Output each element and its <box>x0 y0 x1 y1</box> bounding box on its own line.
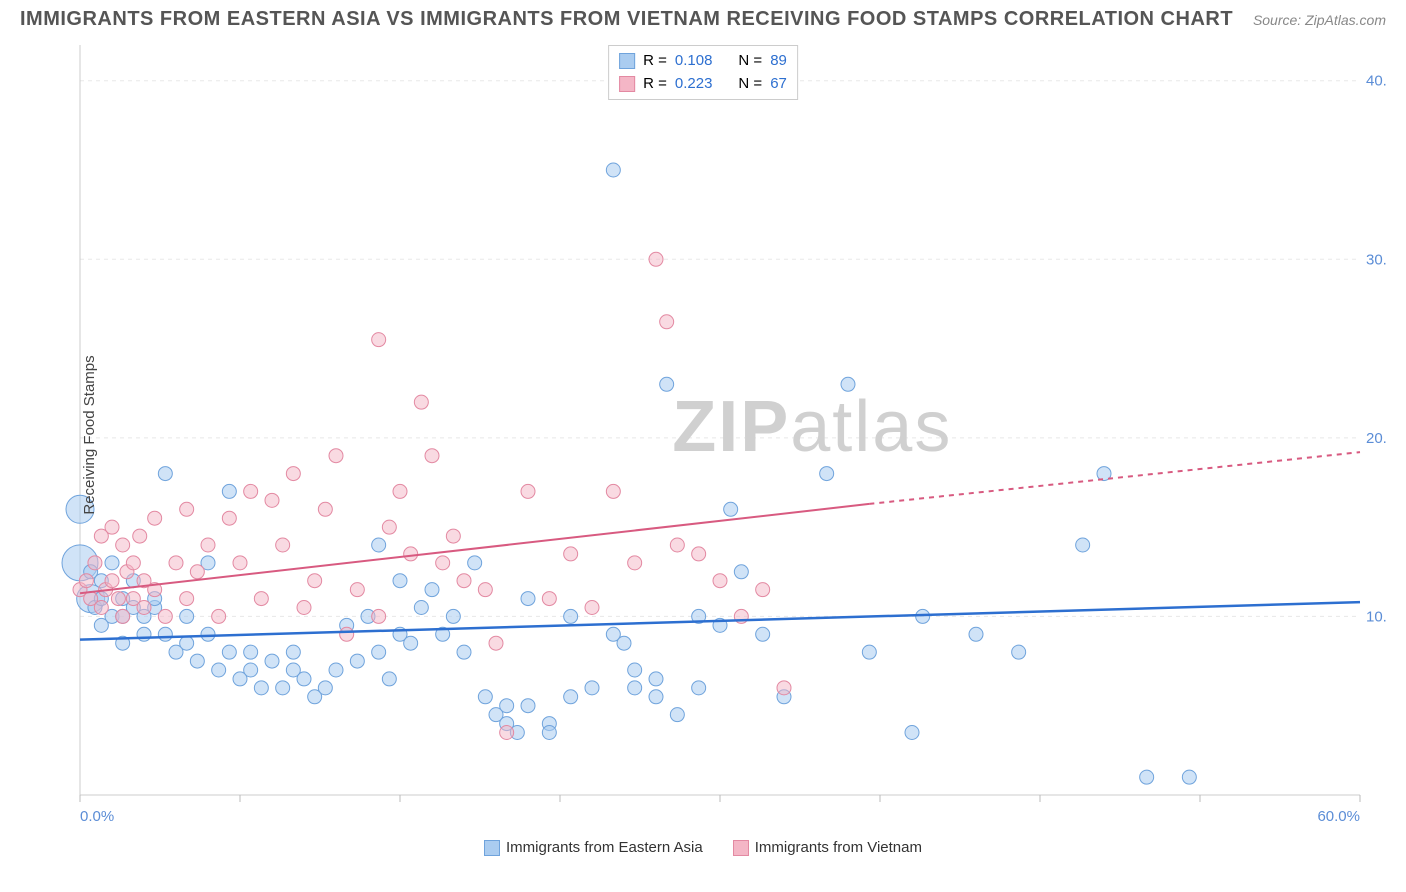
r-label: R = <box>643 50 667 73</box>
r-value: 0.108 <box>675 50 713 73</box>
series-legend: Immigrants from Eastern Asia Immigrants f… <box>0 839 1406 856</box>
correlation-legend-row: R = 0.223 N = 67 <box>619 73 787 96</box>
chart-header: IMMIGRANTS FROM EASTERN ASIA VS IMMIGRAN… <box>0 0 1406 35</box>
legend-swatch <box>619 53 635 69</box>
series-legend-label: Immigrants from Vietnam <box>755 839 922 856</box>
legend-swatch <box>619 76 635 92</box>
svg-text:40.0%: 40.0% <box>1366 73 1386 90</box>
svg-text:20.0%: 20.0% <box>1366 430 1386 447</box>
r-value: 0.223 <box>675 73 713 96</box>
series-legend-item: Immigrants from Vietnam <box>733 839 922 856</box>
legend-swatch <box>484 840 500 856</box>
n-label: N = <box>738 50 762 73</box>
series-legend-label: Immigrants from Eastern Asia <box>506 839 703 856</box>
svg-text:60.0%: 60.0% <box>1317 808 1360 825</box>
chart-container: Receiving Food Stamps 0.0% 60.0% 10.0% 20.0… <box>20 35 1386 835</box>
n-value: 89 <box>770 50 787 73</box>
svg-text:0.0%: 0.0% <box>80 808 114 825</box>
scatter-chart: 0.0% 60.0% 10.0% 20.0% 30.0% 40.0% <box>20 35 1386 835</box>
correlation-legend-row: R = 0.108 N = 89 <box>619 50 787 73</box>
svg-text:10.0%: 10.0% <box>1366 608 1386 625</box>
series-legend-item: Immigrants from Eastern Asia <box>484 839 703 856</box>
legend-swatch <box>733 840 749 856</box>
y-axis-label: Receiving Food Stamps <box>81 355 98 514</box>
chart-title: IMMIGRANTS FROM EASTERN ASIA VS IMMIGRAN… <box>20 8 1233 31</box>
r-label: R = <box>643 73 667 96</box>
n-value: 67 <box>770 73 787 96</box>
correlation-legend: R = 0.108 N = 89 R = 0.223 N = 67 <box>608 45 798 100</box>
n-label: N = <box>738 73 762 96</box>
chart-source: Source: ZipAtlas.com <box>1253 12 1386 28</box>
svg-text:30.0%: 30.0% <box>1366 251 1386 268</box>
